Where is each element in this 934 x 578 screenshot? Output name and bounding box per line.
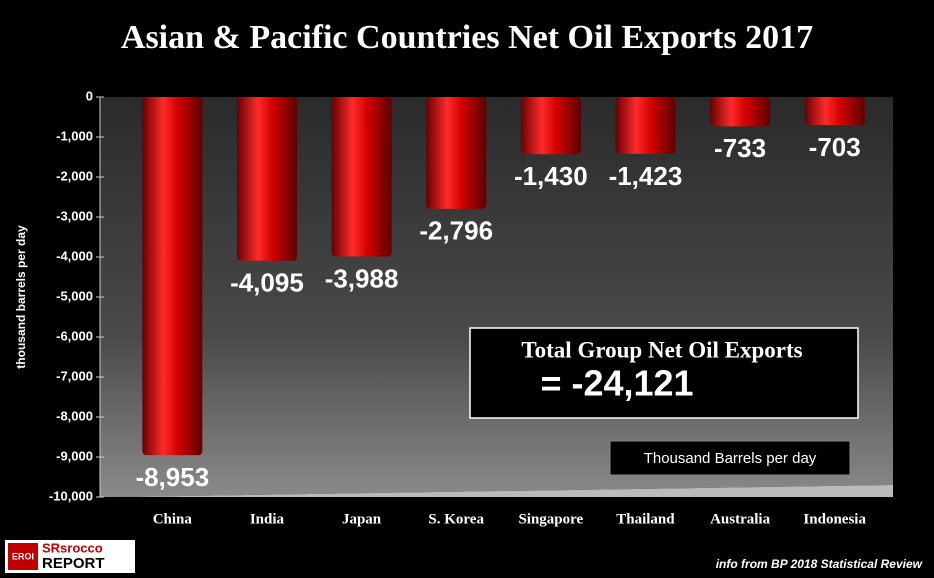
bar xyxy=(804,97,865,126)
logo-name: SRsrocco xyxy=(42,540,103,555)
y-tick-label: -2,000 xyxy=(56,168,93,183)
y-tick-label: -5,000 xyxy=(56,288,93,303)
x-tick-label: Thailand xyxy=(616,511,675,527)
value-label: -3,988 xyxy=(325,263,399,293)
value-label: -4,095 xyxy=(230,268,304,298)
total-box xyxy=(469,327,859,419)
value-label: -1,430 xyxy=(514,161,588,191)
logo-badge xyxy=(8,543,38,570)
bar xyxy=(142,97,203,456)
bar xyxy=(520,97,581,155)
value-label: -2,796 xyxy=(419,216,493,246)
y-tick-label: -8,000 xyxy=(56,408,93,423)
bars: -8,953 -4,095 -3,988 -2,796 -1,430 -1,423 -733… xyxy=(135,97,865,492)
bar xyxy=(615,97,676,154)
total-title: Total Group Net Oil Exports xyxy=(521,337,802,362)
bar xyxy=(710,97,771,127)
y-tick-label: -3,000 xyxy=(56,208,93,223)
y-tick-label: -4,000 xyxy=(56,248,93,263)
plot-area xyxy=(100,97,893,497)
x-tick-label: Japan xyxy=(342,511,382,527)
logo-badge-text: EROI xyxy=(12,551,34,561)
value-label: -1,423 xyxy=(609,161,683,191)
value-label: -703 xyxy=(809,132,861,162)
bar xyxy=(426,97,487,209)
y-tick-label: -7,000 xyxy=(56,368,93,383)
units-label: Thousand Barrels per day xyxy=(644,450,817,467)
y-tick-label: -1,000 xyxy=(56,128,93,143)
x-tick-label: Australia xyxy=(710,511,771,527)
chart-title: Asian & Pacific Countries Net Oil Export… xyxy=(121,19,813,56)
logo-name: REPORT xyxy=(42,555,105,572)
x-tick-label: S. Korea xyxy=(428,511,484,527)
y-tick-label: -6,000 xyxy=(56,328,93,343)
x-tick-label: China xyxy=(153,511,193,527)
y-axis-label: thousand barrels per day xyxy=(14,225,28,369)
plot-floor xyxy=(100,485,893,497)
x-tick-label: Indonesia xyxy=(803,511,866,527)
bar xyxy=(236,97,297,261)
x-tick-label: Singapore xyxy=(518,511,583,527)
bar xyxy=(331,97,392,257)
y-tick-label: 0 xyxy=(86,88,93,103)
value-label: -733 xyxy=(714,133,766,163)
x-tick-label: India xyxy=(250,511,285,527)
y-tick-label: -9,000 xyxy=(56,448,93,463)
total-value: = -24,121 xyxy=(540,363,693,404)
units-box xyxy=(609,440,851,476)
source-note: info from BP 2018 Statistical Review xyxy=(716,557,923,571)
y-tick-label: -10,000 xyxy=(49,488,93,503)
value-label: -8,953 xyxy=(135,462,209,492)
